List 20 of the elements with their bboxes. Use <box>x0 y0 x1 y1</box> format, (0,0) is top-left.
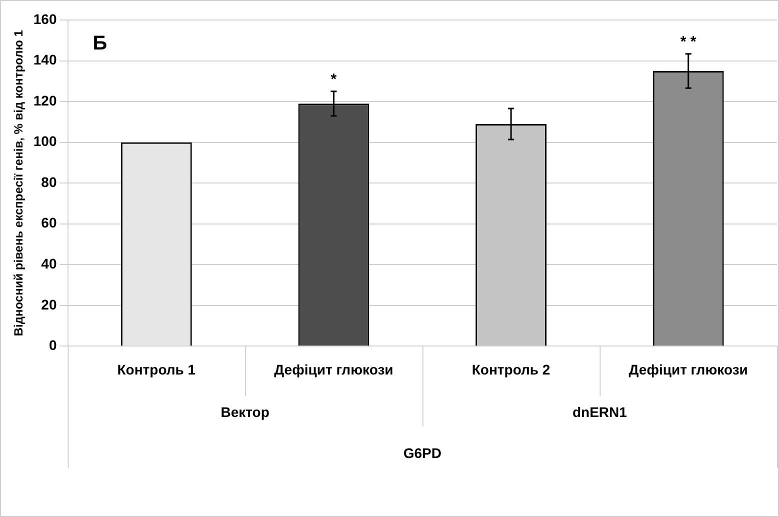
y-tick-label: 140 <box>33 52 57 68</box>
text: dnERN1 <box>572 404 628 420</box>
y-tick-label: 160 <box>33 10 57 27</box>
y-tick-label: 100 <box>33 133 57 150</box>
y-tick-label: 20 <box>41 296 57 312</box>
x-tick-label: Контроль 1 <box>117 361 196 378</box>
y-tick-label: 40 <box>41 256 57 272</box>
x-tick-label: Дефіцит глюкози <box>628 361 748 378</box>
x-tick-label: Дефіцит глюкози <box>274 361 394 378</box>
y-axis-title: Відносний рівень експресії генів, % від контролю 1 <box>12 30 26 336</box>
y-tick-label: 0 <box>48 337 57 354</box>
text: Б <box>92 32 108 55</box>
x-axis-title: G6PD <box>403 445 442 462</box>
y-tick-label: 120 <box>33 92 57 108</box>
data-label: * * <box>680 33 696 50</box>
text: Вектор <box>220 404 270 420</box>
y-tick-label: 60 <box>41 214 57 231</box>
y-tick-label: 80 <box>41 174 57 190</box>
data-label: * <box>330 70 337 88</box>
x-tick-label: Контроль 2 <box>472 361 550 378</box>
